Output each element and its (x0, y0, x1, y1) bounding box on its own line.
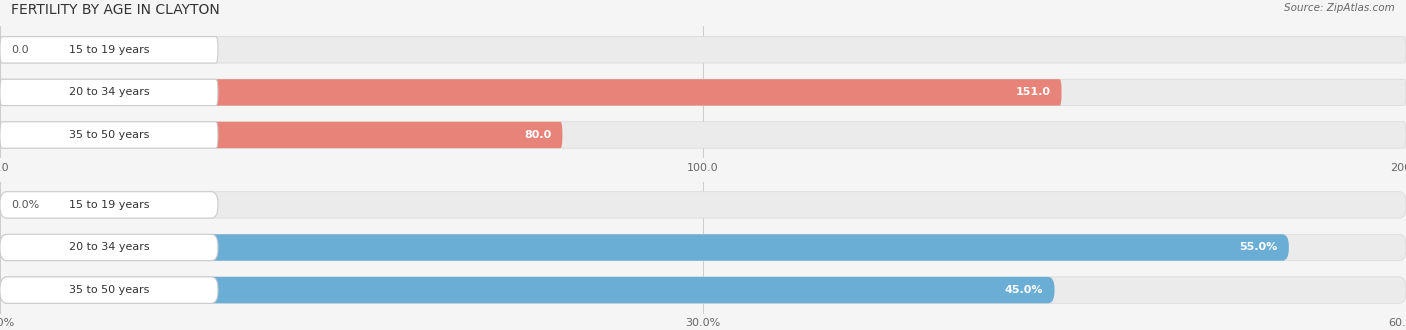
FancyBboxPatch shape (0, 122, 1406, 148)
Text: 151.0: 151.0 (1015, 87, 1050, 97)
Text: 0.0%: 0.0% (11, 200, 39, 210)
FancyBboxPatch shape (0, 37, 218, 63)
FancyBboxPatch shape (0, 277, 1054, 303)
Text: 20 to 34 years: 20 to 34 years (69, 87, 149, 97)
FancyBboxPatch shape (0, 37, 1406, 63)
Text: 35 to 50 years: 35 to 50 years (69, 285, 149, 295)
FancyBboxPatch shape (0, 79, 1406, 106)
FancyBboxPatch shape (0, 234, 218, 261)
Text: 45.0%: 45.0% (1005, 285, 1043, 295)
Text: 55.0%: 55.0% (1239, 243, 1278, 252)
Text: 80.0: 80.0 (524, 130, 551, 140)
FancyBboxPatch shape (0, 277, 218, 303)
Text: FERTILITY BY AGE IN CLAYTON: FERTILITY BY AGE IN CLAYTON (11, 3, 219, 17)
Text: 35 to 50 years: 35 to 50 years (69, 130, 149, 140)
Text: Source: ZipAtlas.com: Source: ZipAtlas.com (1284, 3, 1395, 13)
FancyBboxPatch shape (0, 122, 218, 148)
FancyBboxPatch shape (0, 234, 1289, 261)
FancyBboxPatch shape (0, 234, 1406, 261)
FancyBboxPatch shape (0, 192, 1406, 218)
FancyBboxPatch shape (0, 79, 218, 106)
Text: 15 to 19 years: 15 to 19 years (69, 200, 149, 210)
Text: 15 to 19 years: 15 to 19 years (69, 45, 149, 55)
FancyBboxPatch shape (0, 192, 218, 218)
Text: 20 to 34 years: 20 to 34 years (69, 243, 149, 252)
FancyBboxPatch shape (0, 79, 1062, 106)
Text: 0.0: 0.0 (11, 45, 30, 55)
FancyBboxPatch shape (0, 122, 562, 148)
FancyBboxPatch shape (0, 277, 1406, 303)
